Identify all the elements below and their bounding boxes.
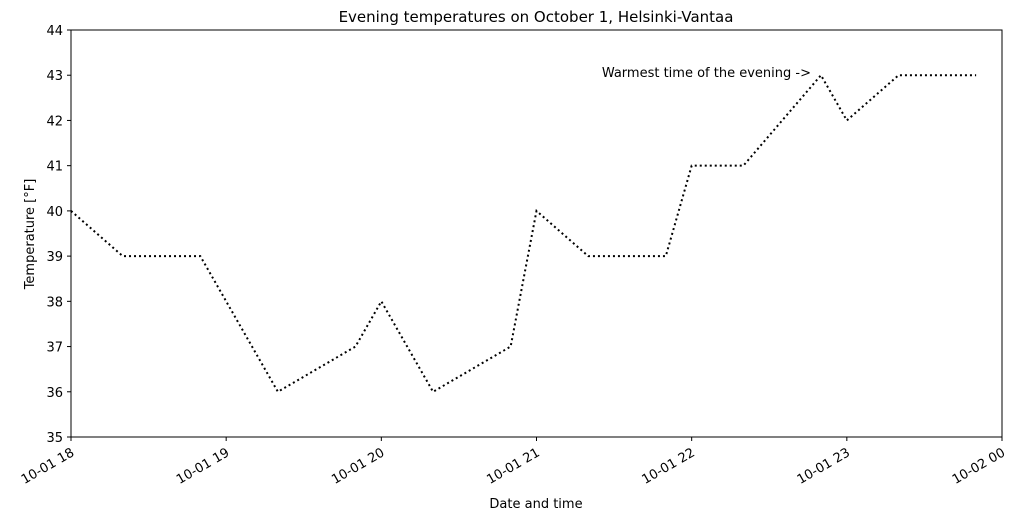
x-tick-label: 10-01 19 <box>174 445 232 487</box>
y-axis-label: Temperature [°F] <box>23 179 38 291</box>
data-line <box>70 73 977 394</box>
x-tick-label: 10-01 18 <box>19 445 77 487</box>
chart-title: Evening temperatures on October 1, Helsi… <box>339 8 734 26</box>
x-tick-label: 10-01 21 <box>484 445 542 487</box>
y-tick-label: 37 <box>46 341 63 356</box>
y-tick-label: 36 <box>46 386 63 401</box>
y-tick-label: 38 <box>46 295 63 310</box>
x-tick-label: 10-01 23 <box>795 445 853 487</box>
plot-frame <box>70 29 1003 438</box>
y-tick-label: 41 <box>46 160 63 175</box>
y-tick-label: 40 <box>46 205 63 220</box>
y-tick-label: 42 <box>46 114 63 129</box>
x-tick-label: 10-01 22 <box>640 445 698 487</box>
x-tick-label: 10-02 00 <box>950 445 1008 487</box>
y-tick-label: 44 <box>46 24 63 39</box>
x-axis-label: Date and time <box>489 497 582 512</box>
y-tick-label: 35 <box>46 431 63 446</box>
annotation: Warmest time of the evening -> <box>602 66 811 81</box>
y-tick-label: 43 <box>46 69 63 84</box>
y-tick-label: 39 <box>46 250 63 265</box>
x-tick-label: 10-01 20 <box>329 445 387 487</box>
